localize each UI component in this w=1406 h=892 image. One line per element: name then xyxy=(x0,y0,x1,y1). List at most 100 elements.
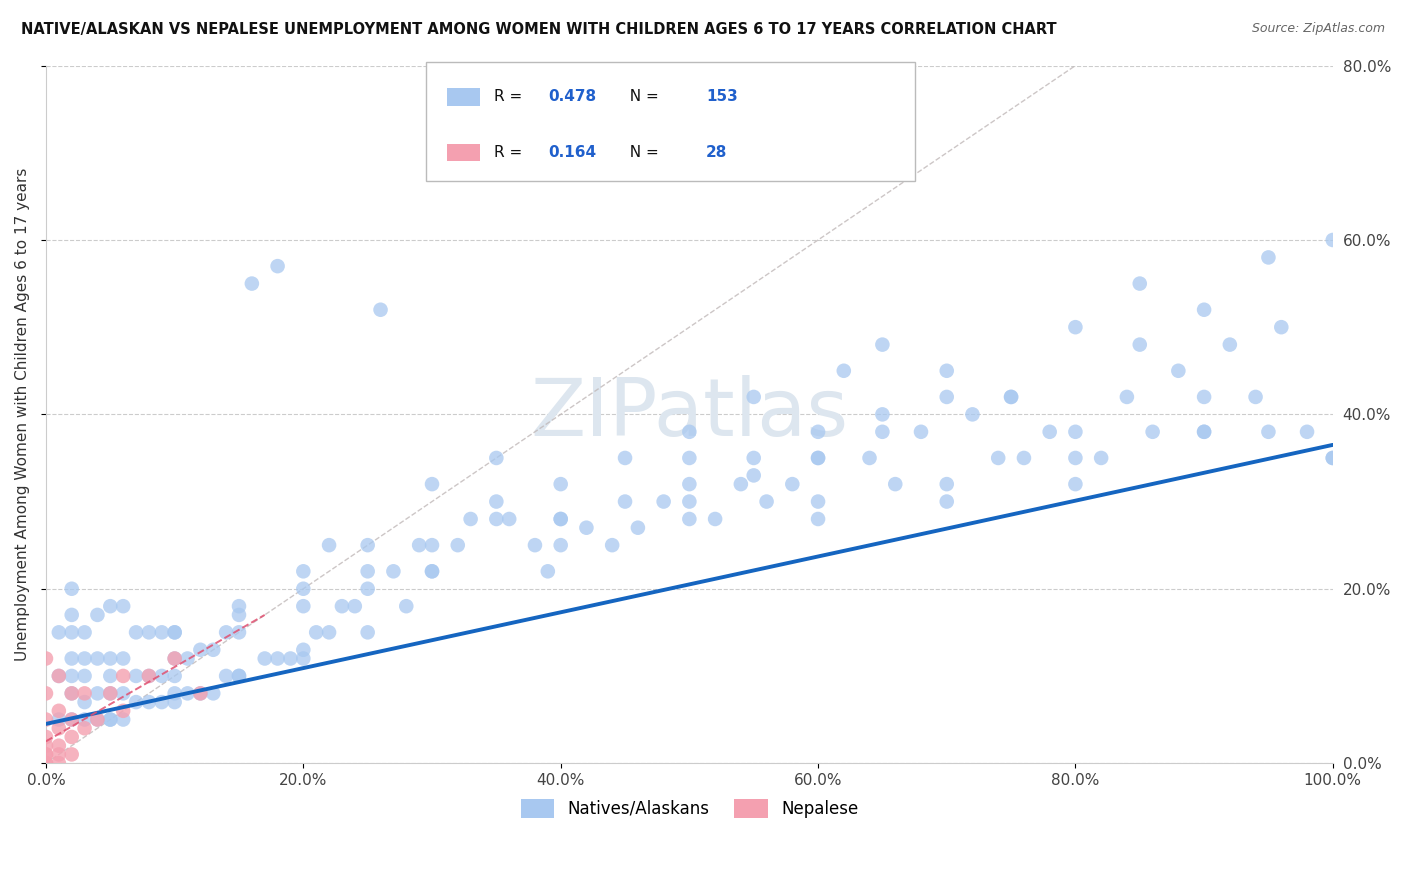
Text: 28: 28 xyxy=(706,145,727,161)
Point xyxy=(163,686,186,700)
Point xyxy=(125,695,148,709)
Point xyxy=(1064,477,1087,491)
Point xyxy=(190,642,212,657)
Point xyxy=(138,669,160,683)
Point xyxy=(872,425,894,439)
Point xyxy=(730,477,752,491)
Point xyxy=(48,713,70,727)
Point xyxy=(614,450,637,465)
Point xyxy=(138,669,160,683)
Point xyxy=(86,713,108,727)
Point xyxy=(318,538,340,552)
Point xyxy=(112,704,135,718)
Point xyxy=(292,642,315,657)
Point xyxy=(460,512,482,526)
Point xyxy=(1296,425,1319,439)
Point xyxy=(1039,425,1062,439)
Point xyxy=(292,651,315,665)
Point xyxy=(1192,390,1215,404)
Point xyxy=(370,302,392,317)
Text: R =: R = xyxy=(494,89,527,104)
Point xyxy=(98,713,121,727)
Point xyxy=(782,477,804,491)
Point xyxy=(98,651,121,665)
Point xyxy=(807,450,830,465)
Point xyxy=(420,477,443,491)
Point xyxy=(60,669,83,683)
Point xyxy=(163,669,186,683)
Point xyxy=(330,599,353,614)
Point xyxy=(910,425,932,439)
Point xyxy=(98,713,121,727)
Point xyxy=(190,686,212,700)
Point xyxy=(357,564,380,578)
Point xyxy=(202,686,225,700)
Point xyxy=(600,538,623,552)
Point xyxy=(447,538,470,552)
Point xyxy=(807,450,830,465)
Point xyxy=(1167,364,1189,378)
Point xyxy=(1322,450,1344,465)
Point xyxy=(48,669,70,683)
Point xyxy=(575,521,598,535)
Point xyxy=(98,669,121,683)
Point xyxy=(176,651,198,665)
Point xyxy=(498,512,520,526)
Point xyxy=(73,625,96,640)
Point xyxy=(614,494,637,508)
Point xyxy=(742,450,765,465)
Point xyxy=(872,408,894,422)
Point xyxy=(1064,425,1087,439)
Point xyxy=(48,739,70,753)
Point xyxy=(60,607,83,622)
Point xyxy=(678,494,700,508)
Point xyxy=(678,477,700,491)
Legend: Natives/Alaskans, Nepalese: Natives/Alaskans, Nepalese xyxy=(515,792,865,824)
Point xyxy=(742,390,765,404)
Point xyxy=(98,686,121,700)
Point xyxy=(86,686,108,700)
Point xyxy=(420,538,443,552)
Point xyxy=(125,669,148,683)
Point xyxy=(1000,390,1022,404)
Point xyxy=(550,512,572,526)
Point xyxy=(112,686,135,700)
Point xyxy=(280,651,302,665)
Point xyxy=(112,713,135,727)
Point xyxy=(60,686,83,700)
Point xyxy=(35,713,58,727)
Point xyxy=(807,512,830,526)
Text: NATIVE/ALASKAN VS NEPALESE UNEMPLOYMENT AMONG WOMEN WITH CHILDREN AGES 6 TO 17 Y: NATIVE/ALASKAN VS NEPALESE UNEMPLOYMENT … xyxy=(21,22,1057,37)
Point xyxy=(305,625,328,640)
Point xyxy=(935,364,957,378)
Point xyxy=(627,521,650,535)
Point xyxy=(935,390,957,404)
Point xyxy=(60,747,83,762)
Point xyxy=(537,564,560,578)
Point xyxy=(1115,390,1137,404)
Text: 0.478: 0.478 xyxy=(548,89,596,104)
Point xyxy=(98,686,121,700)
Point xyxy=(1090,450,1112,465)
Point xyxy=(163,625,186,640)
Point xyxy=(228,669,250,683)
Point xyxy=(1257,425,1279,439)
Point xyxy=(163,651,186,665)
Text: Source: ZipAtlas.com: Source: ZipAtlas.com xyxy=(1251,22,1385,36)
Point xyxy=(35,686,58,700)
Point xyxy=(112,599,135,614)
Point xyxy=(357,625,380,640)
Point xyxy=(485,512,508,526)
Point xyxy=(1064,450,1087,465)
Point xyxy=(228,669,250,683)
Point xyxy=(1192,302,1215,317)
Point xyxy=(858,450,880,465)
Point xyxy=(935,494,957,508)
Point xyxy=(60,651,83,665)
Point xyxy=(962,408,984,422)
Point xyxy=(35,747,58,762)
Point xyxy=(357,582,380,596)
Point xyxy=(807,494,830,508)
Point xyxy=(48,721,70,735)
Point xyxy=(125,625,148,640)
